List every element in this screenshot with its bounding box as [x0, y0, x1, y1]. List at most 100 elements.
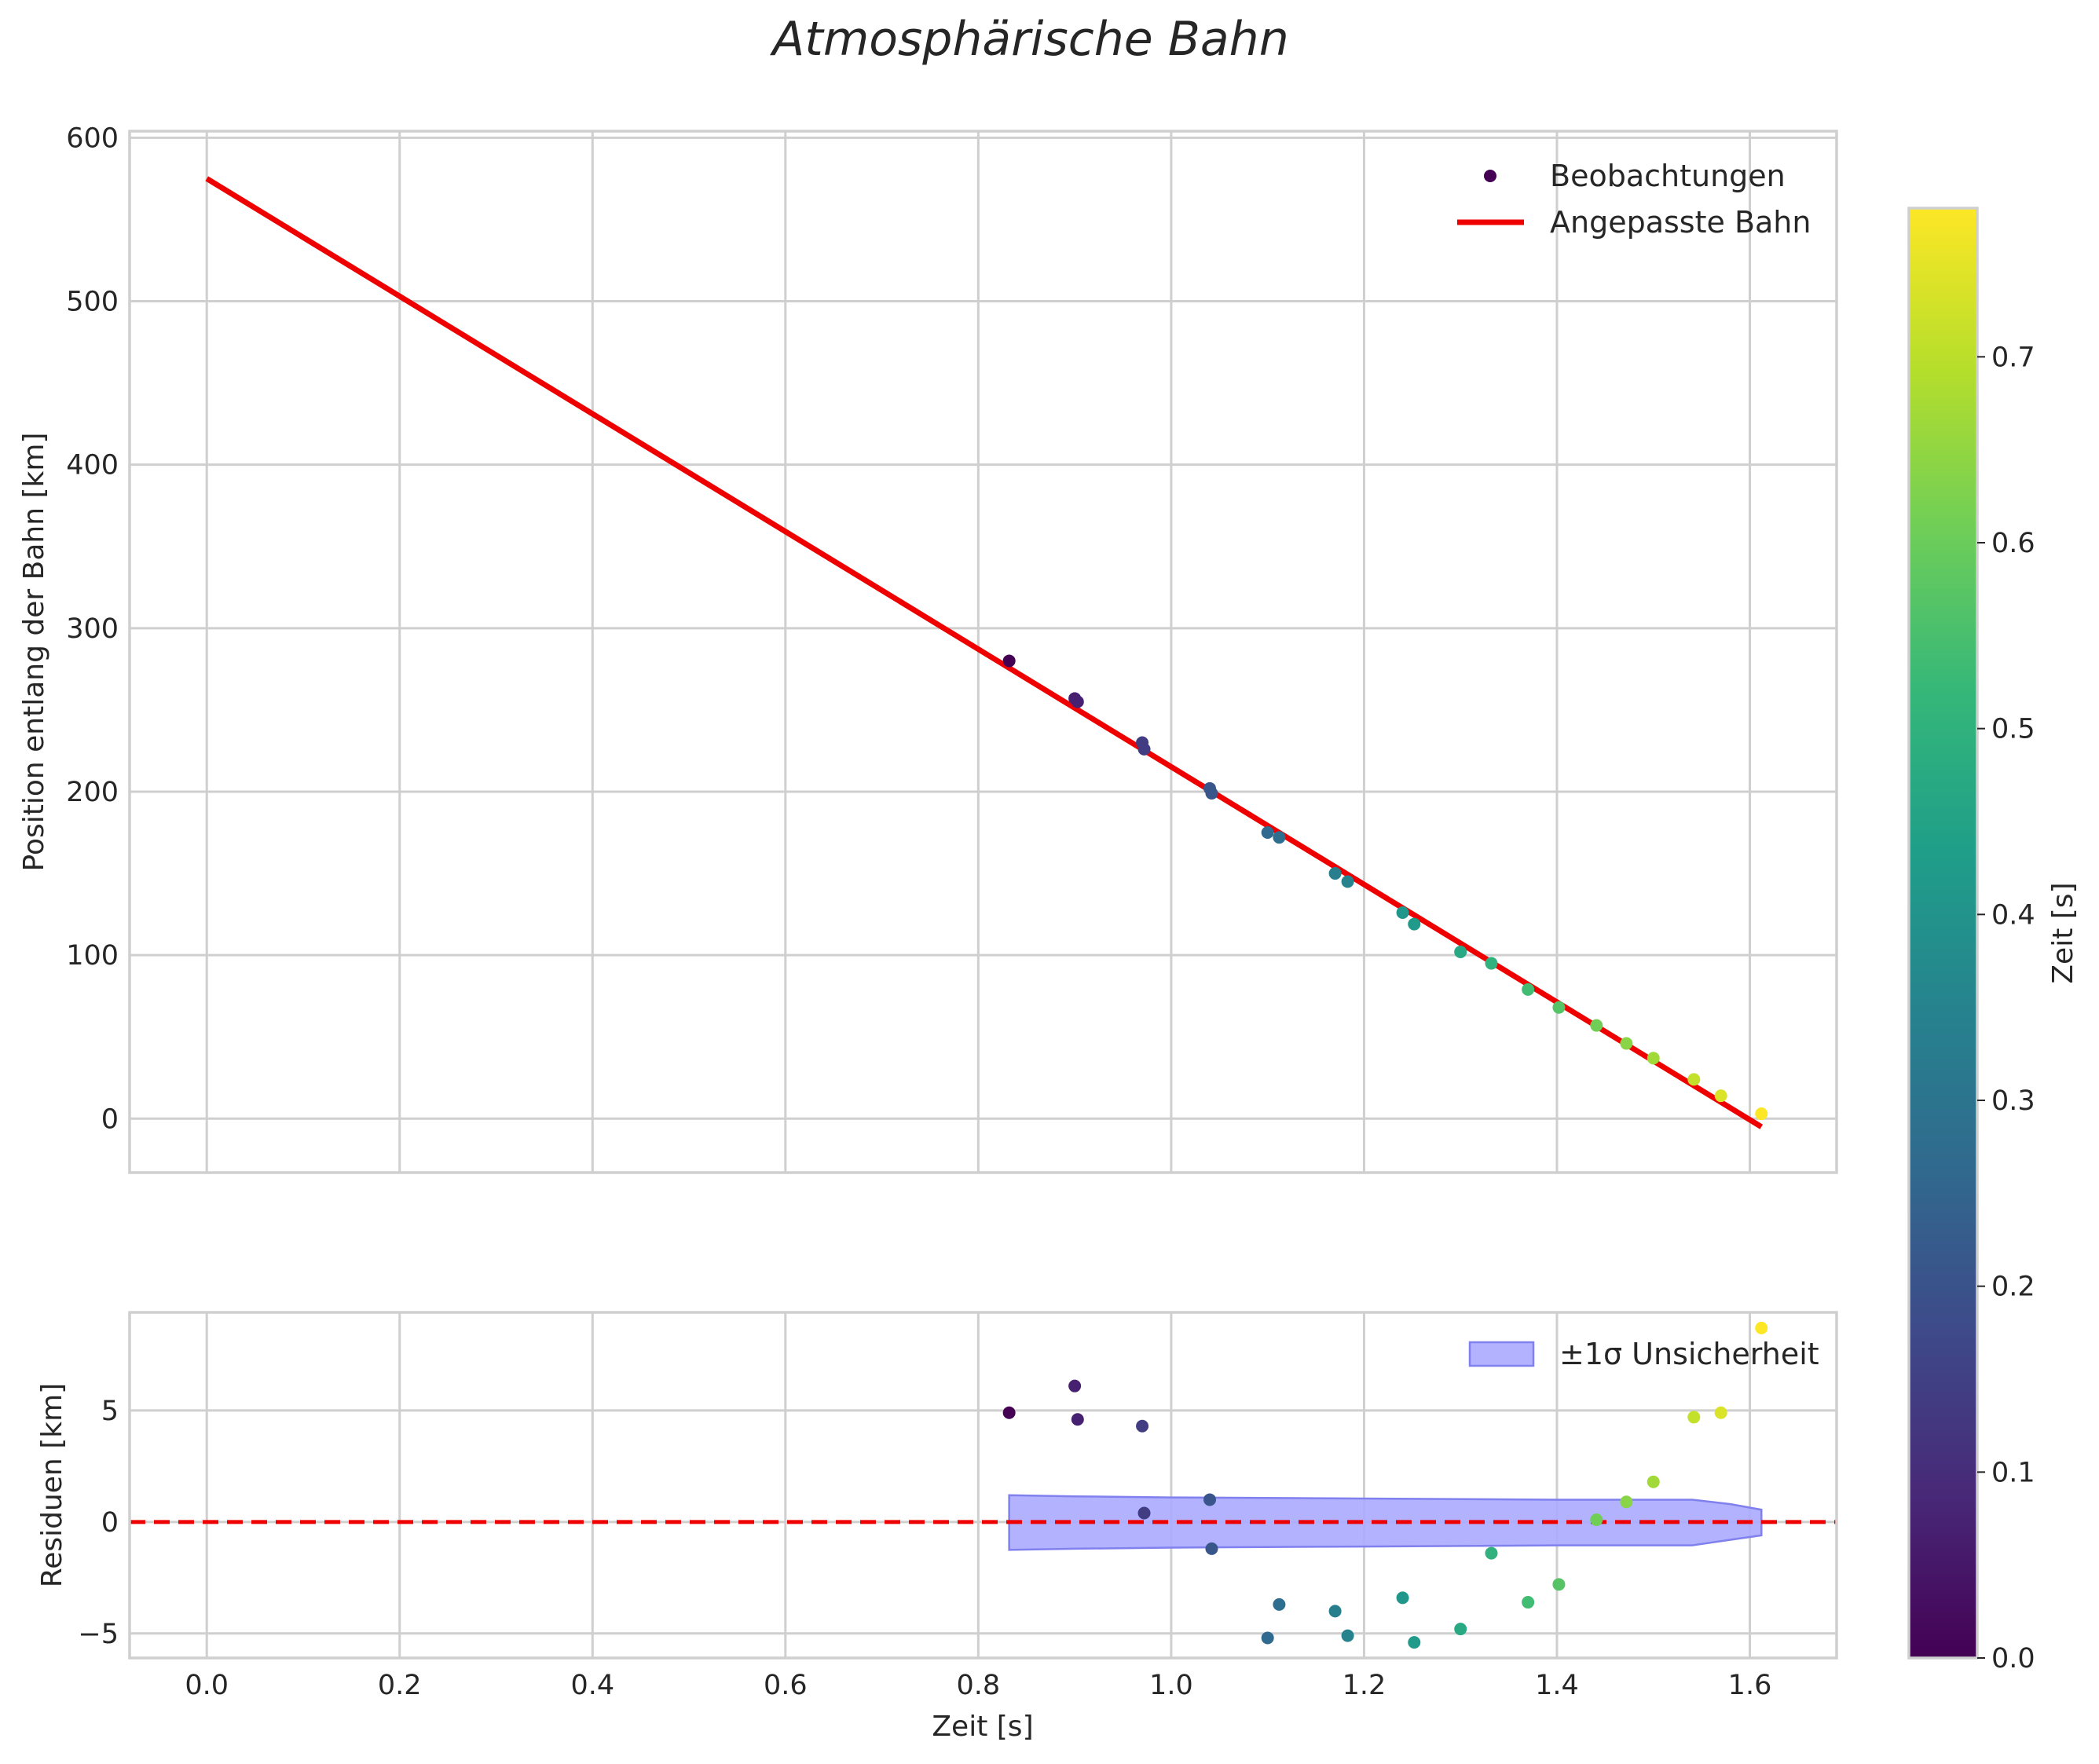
residual-point: [1454, 1623, 1467, 1636]
chart-title: Atmosphärische Bahn: [769, 12, 1288, 67]
top-panel: 0 100 200 300 400 500 600 Position entlang der…: [18, 123, 1838, 1174]
observation-point: [1454, 945, 1467, 958]
colorbar-tick-label: 0.6: [1991, 528, 2035, 559]
colorbar-tick-label: 0.7: [1991, 342, 2035, 373]
top-y-tick-label: 0: [101, 1103, 119, 1135]
top-y-tick-label: 600: [66, 123, 119, 154]
observation-point: [1273, 831, 1286, 844]
observation-point: [1687, 1073, 1701, 1086]
top-legend: Beobachtungen Angepasste Bahn: [1457, 159, 1811, 240]
x-tick-label: 1.6: [1728, 1670, 1772, 1701]
observation-points: [1002, 654, 1768, 1121]
bottom-y-tick-label: −5: [78, 1619, 119, 1650]
observation-point: [1261, 826, 1274, 840]
observation-point: [1071, 695, 1084, 708]
top-frame: [128, 130, 1838, 1174]
legend-fit-label: Angepasste Bahn: [1550, 205, 1811, 240]
colorbar-tick-label: 0.4: [1991, 899, 2035, 931]
residual-point: [1136, 1419, 1149, 1433]
legend-observations-marker: [1484, 170, 1496, 182]
x-tick-label: 0.0: [185, 1670, 229, 1701]
residual-point: [1714, 1406, 1727, 1419]
residual-point: [1485, 1546, 1498, 1560]
x-tick-label: 0.4: [570, 1670, 614, 1701]
observation-point: [1137, 742, 1151, 756]
residual-point: [1522, 1596, 1535, 1609]
residual-point: [1261, 1631, 1274, 1645]
x-tick-labels: 0.0 0.2 0.4 0.6 0.8 1.0 1.2 1.4 1.6: [185, 1670, 1771, 1701]
x-tick-label: 0.2: [378, 1670, 422, 1701]
x-tick-label: 1.2: [1343, 1670, 1387, 1701]
residual-point: [1137, 1506, 1151, 1520]
residual-point: [1408, 1636, 1421, 1649]
x-tick-label: 0.6: [764, 1670, 808, 1701]
top-y-tick-label: 300: [66, 613, 119, 645]
colorbar-label: Zeit [s]: [2047, 882, 2079, 983]
residual-point: [1647, 1475, 1660, 1488]
colorbar-tick-labels: 0.0 0.1 0.2 0.3 0.4 0.5 0.6 0.7: [1977, 342, 2035, 1674]
residual-point: [1205, 1542, 1218, 1555]
colorbar-tick-label: 0.5: [1991, 714, 2035, 745]
residual-point: [1071, 1413, 1084, 1426]
observation-point: [1408, 917, 1421, 931]
residual-point: [1068, 1379, 1082, 1393]
observation-point: [1552, 1001, 1566, 1014]
bottom-panel: −5 0 5 0.0 0.2 0.4 0.6 0.8 1.0 1.2 1.4 1.6 Zeit [s…: [36, 1311, 1838, 1743]
observation-point: [1620, 1037, 1633, 1050]
observation-point: [1205, 787, 1218, 800]
top-y-tick-label: 100: [66, 940, 119, 972]
residual-point: [1328, 1605, 1342, 1618]
bottom-legend: ±1σ Unsicherheit: [1468, 1337, 1819, 1371]
legend-observations-label: Beobachtungen: [1550, 159, 1786, 193]
top-y-tick-labels: 0 100 200 300 400 500 600: [66, 123, 119, 1135]
bottom-y-axis-label: Residuen [km]: [36, 1383, 68, 1587]
residual-point: [1755, 1321, 1768, 1334]
residual-point: [1203, 1493, 1217, 1506]
colorbar: 0.0 0.1 0.2 0.3 0.4 0.5 0.6 0.7 Zeit [s]: [1907, 207, 2079, 1674]
residual-point: [1552, 1578, 1566, 1591]
observation-point: [1522, 983, 1535, 996]
colorbar-tick-label: 0.2: [1991, 1272, 2035, 1303]
observation-point: [1341, 875, 1354, 888]
fit-line: [205, 176, 1764, 1129]
residual-points: [1002, 1321, 1768, 1649]
bottom-y-tick-label: 0: [101, 1507, 119, 1539]
bottom-y-tick-labels: −5 0 5: [78, 1396, 119, 1650]
legend-band-swatch: [1468, 1341, 1535, 1367]
top-grid: [130, 131, 1837, 1173]
colorbar-frame: [1907, 207, 1979, 1660]
x-axis-label: Zeit [s]: [932, 1711, 1033, 1743]
observation-point: [1755, 1107, 1768, 1121]
observation-point: [1647, 1052, 1660, 1065]
x-tick-label: 0.8: [957, 1670, 1001, 1701]
top-plot-area: [205, 176, 1768, 1129]
observation-point: [1002, 654, 1016, 668]
residual-point: [1341, 1629, 1354, 1642]
residual-point: [1590, 1513, 1603, 1526]
top-y-tick-label: 200: [66, 777, 119, 808]
bottom-frame: [128, 1311, 1838, 1660]
bottom-plot-area: [130, 1321, 1837, 1649]
observation-point: [1396, 906, 1409, 920]
residual-point: [1273, 1597, 1286, 1611]
top-y-tick-label: 400: [66, 450, 119, 481]
residual-point: [1620, 1495, 1633, 1509]
top-y-axis-label: Position entlang der Bahn [km]: [18, 433, 50, 872]
observation-point: [1714, 1089, 1727, 1103]
x-tick-label: 1.4: [1535, 1670, 1579, 1701]
residual-point: [1687, 1411, 1701, 1424]
colorbar-tick-label: 0.1: [1991, 1457, 2035, 1488]
colorbar-tick-label: 0.3: [1991, 1085, 2035, 1117]
x-tick-label: 1.0: [1149, 1670, 1193, 1701]
observation-point: [1485, 957, 1498, 970]
residual-point: [1002, 1406, 1016, 1419]
bottom-y-tick-label: 5: [101, 1396, 119, 1427]
colorbar-scale: [1909, 208, 1977, 1658]
residual-point: [1396, 1591, 1409, 1605]
legend-band-label: ±1σ Unsicherheit: [1559, 1337, 1819, 1371]
colorbar-tick-label: 0.0: [1991, 1643, 2035, 1674]
top-y-tick-label: 500: [66, 286, 119, 317]
observation-point: [1590, 1019, 1603, 1032]
observation-point: [1328, 867, 1342, 880]
